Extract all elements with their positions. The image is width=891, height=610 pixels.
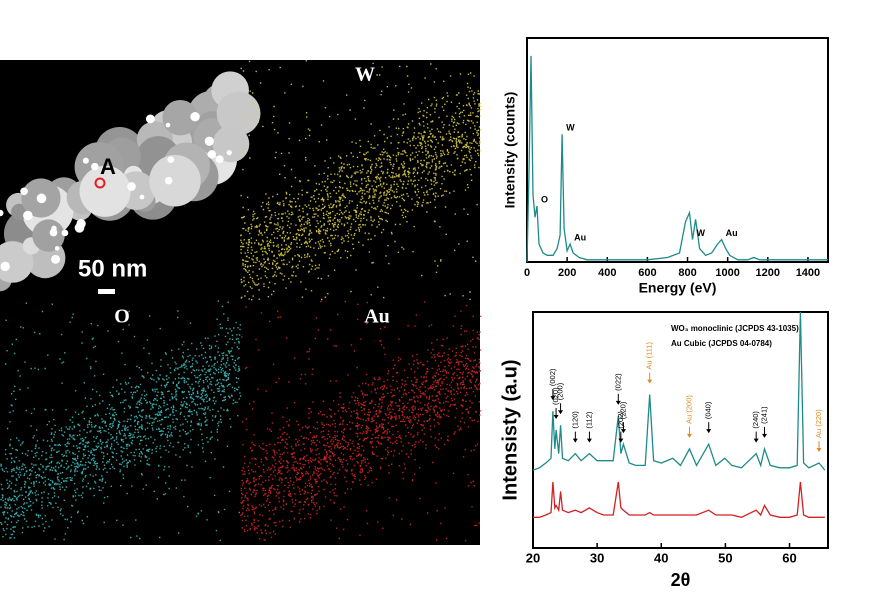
particle	[127, 182, 136, 191]
scale-bar	[98, 289, 115, 294]
peak-label: (002)	[548, 368, 557, 386]
peak-arrowhead	[647, 379, 653, 384]
peak-arrowhead	[586, 438, 592, 443]
y-axis-label: Intensisty (a.u)	[499, 359, 521, 500]
map-label: Au	[364, 306, 390, 328]
particle	[226, 149, 232, 156]
x-axis-label: Energy (eV)	[639, 280, 717, 296]
peak-arrowhead	[558, 410, 564, 415]
images	[0, 60, 482, 542]
particle	[212, 125, 250, 163]
particle	[51, 254, 61, 264]
x-tick-label: 200	[558, 267, 576, 279]
x-axis-label: 2θ	[671, 570, 691, 590]
particle	[82, 157, 89, 164]
x-tick-label: 1000	[715, 267, 739, 279]
particle	[216, 91, 261, 136]
scale-bar-label: 50 nm	[78, 255, 147, 282]
particle	[139, 194, 145, 200]
particle	[167, 156, 175, 164]
peak-arrowhead	[618, 438, 624, 443]
peak-label: (022)	[613, 373, 622, 391]
x-tick-label: 40	[654, 550, 668, 565]
particle	[0, 209, 4, 217]
peak-label: Au	[726, 228, 738, 238]
x-tick-label: 600	[638, 267, 656, 279]
peak-label: Au (220)	[814, 409, 823, 438]
x-tick-label: 1200	[756, 267, 780, 279]
y-axis-label: Intensity (counts)	[502, 92, 518, 209]
legend-note: WO₃ monoclinic (JCPDS 43-1035)	[671, 324, 799, 333]
x-tick-label: 1400	[796, 267, 820, 279]
x-tick-label: 30	[590, 550, 604, 565]
particle	[61, 229, 69, 237]
particle	[23, 210, 33, 221]
particle	[32, 219, 65, 252]
peak-arrowhead	[553, 415, 559, 419]
particle	[164, 176, 173, 185]
point-marker	[94, 177, 106, 189]
x-tick-label: 400	[598, 267, 616, 279]
series-line	[533, 481, 825, 518]
point-label: A	[100, 154, 116, 179]
peak-label: (240)	[751, 411, 760, 429]
peak-label: Au (111)	[645, 341, 654, 369]
particle	[162, 99, 198, 136]
peak-label: (020)	[551, 387, 560, 405]
x-tick-label: 50	[718, 550, 732, 565]
x-tick-label: 20	[526, 550, 540, 565]
peak-label: (202)	[616, 411, 625, 429]
particle	[204, 136, 214, 146]
peak-arrowhead	[550, 396, 556, 401]
peak-label: W	[697, 228, 706, 238]
particle	[79, 165, 131, 217]
peak-arrowhead	[620, 429, 626, 434]
plot-frame	[526, 37, 829, 263]
peak-arrowhead	[762, 433, 768, 438]
particle	[54, 246, 60, 251]
peak-arrowhead	[753, 438, 759, 443]
particle	[49, 228, 58, 237]
map-label: O	[114, 306, 130, 328]
peak-arrowhead	[615, 400, 621, 405]
particle	[149, 154, 201, 207]
peak-label: (220)	[618, 401, 627, 419]
peak-label: (040)	[704, 401, 713, 419]
peak-label: W	[566, 123, 575, 133]
particle	[20, 187, 28, 196]
x-tick-label: 800	[678, 267, 696, 279]
particle	[207, 150, 217, 159]
peak-label: O	[541, 194, 548, 204]
series-line	[526, 55, 828, 263]
legend-note: Au Cubic (JCPDS 04-0784)	[671, 339, 772, 348]
x-tick-label: 0	[524, 267, 530, 279]
peak-arrowhead	[686, 433, 692, 438]
particle	[91, 162, 99, 171]
plot-frame	[532, 311, 829, 549]
peak-label: (241)	[759, 406, 768, 424]
peak-label: (120)	[570, 411, 579, 429]
peak-label: Au (200)	[684, 395, 693, 424]
x-tick-label: 60	[782, 550, 796, 565]
particle	[36, 193, 47, 204]
particle	[165, 122, 171, 128]
particle	[190, 111, 200, 122]
particle	[215, 155, 224, 164]
peak-label: (200)	[556, 382, 565, 400]
peak-arrowhead	[816, 448, 822, 453]
particle	[0, 261, 10, 272]
series-line	[532, 311, 826, 471]
peak-label: (112)	[584, 411, 593, 428]
peak-arrowhead	[706, 429, 712, 434]
particle	[74, 222, 85, 233]
particle	[145, 114, 155, 124]
peak-arrowhead	[572, 438, 578, 443]
map-label: W	[355, 64, 375, 86]
peak-label: Au	[574, 232, 586, 242]
